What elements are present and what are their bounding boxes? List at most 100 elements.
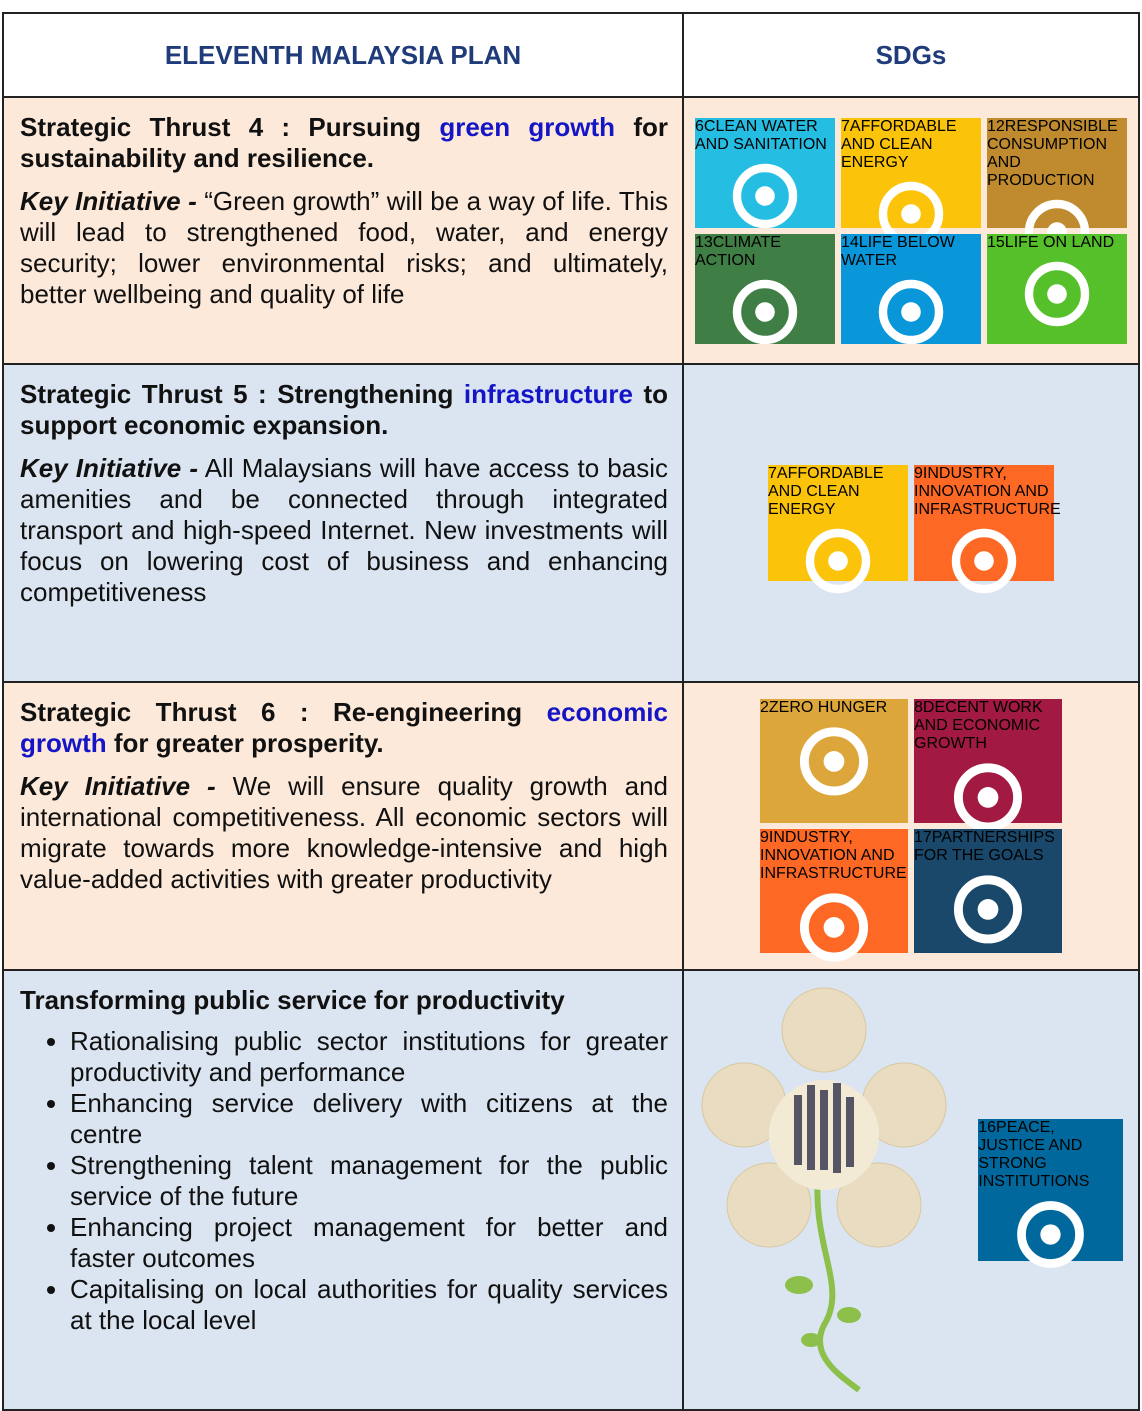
sdg-tile: 17PARTNERSHIPS FOR THE GOALS (914, 829, 1062, 953)
key-initiative-label: Key Initiative - (20, 186, 197, 216)
sdg-label: INDUSTRY, INNOVATION AND INFRASTRUCTURE (760, 829, 907, 882)
key-initiative-text: All Malaysians will have access to basic… (20, 453, 669, 607)
sdg-label: INDUSTRY, INNOVATION AND INFRASTRUCTURE (914, 465, 1061, 518)
plan-table: ELEVENTH MALAYSIA PLAN SDGs Strategic Th… (2, 12, 1140, 1411)
key-initiative-label: Key Initiative - (20, 771, 216, 801)
thrust-highlight: infrastructure (463, 379, 633, 409)
sdg-icon (799, 893, 869, 962)
thrust-text: Strategic Thrust 4 : Pursuing (20, 112, 422, 142)
bullet: Capitalising on local authorities for qu… (70, 1274, 668, 1336)
sdg-number: 16 (978, 1119, 997, 1136)
sdg-label: AFFORDABLE AND CLEAN ENERGY (841, 117, 957, 171)
thrust-highlight: green growth (439, 112, 616, 142)
sdg-icon (732, 279, 798, 344)
header-right: SDGs (682, 12, 1140, 98)
key-initiative-text: We will ensure quality growth and intern… (20, 771, 669, 894)
sdg-number: 6 (695, 117, 704, 135)
sdg-grid: 16PEACE, JUSTICE AND STRONG INSTITUTIONS (978, 1119, 1124, 1268)
sdg-label: PARTNERSHIPS FOR THE GOALS (914, 829, 1055, 864)
bullet: Enhancing service delivery with citizens… (70, 1088, 668, 1150)
public-service-title: Transforming public service for producti… (20, 985, 565, 1015)
sdg-tile: 7AFFORDABLE AND CLEAN ENERGY (841, 117, 981, 246)
sdg-tile: 6CLEAN WATER AND SANITATION (695, 117, 835, 228)
sdg-number: 15 (987, 233, 1005, 251)
sdg-label: PEACE, JUSTICE AND STRONG INSTITUTIONS (978, 1119, 1090, 1190)
sdg-icon (953, 875, 1023, 944)
sdg-label: ZERO HUNGER (768, 699, 888, 716)
thrust: Strategic Thrust 6 : Re-engineering econ… (20, 697, 668, 759)
bullet: Rationalising public sector institutions… (70, 1026, 668, 1088)
thrust-text: to support economic expansion. (20, 379, 668, 440)
sdg-cell: 2ZERO HUNGER 8DECENT WORK AND ECONOMIC GR… (682, 681, 1140, 971)
sdg-icon (1017, 1201, 1085, 1268)
sdg-number: 12 (987, 117, 1005, 135)
sdg-tile: 9INDUSTRY, INNOVATION AND INFRASTRUCTURE (914, 465, 1061, 594)
flower-graphic (701, 987, 947, 1393)
sdg-icon (951, 528, 1017, 594)
plan-cell: Strategic Thrust 5 : Strengthening infra… (2, 363, 684, 683)
row: Strategic Thrust 6 : Re-engineering econ… (2, 681, 1140, 971)
thrust-highlight: economic growth (20, 697, 668, 758)
sdg-icon (805, 528, 871, 594)
sdg-tile: 2ZERO HUNGER (760, 699, 908, 823)
sdg-number: 17 (914, 829, 932, 846)
sdg-grid: 6CLEAN WATER AND SANITATION 7AFFORDABLE A… (684, 117, 1138, 344)
sdg-cell: 6CLEAN WATER AND SANITATION 7AFFORDABLE A… (682, 96, 1140, 365)
thrust-text: Strategic Thrust 6 : Re-engineering (20, 697, 523, 727)
plan-cell: Strategic Thrust 4 : Pursuing green grow… (2, 96, 684, 365)
sdg-number: 14 (841, 233, 859, 251)
thrust-text: for greater prosperity. (113, 728, 384, 758)
sdg-number: 9 (914, 465, 923, 482)
sdg-label: RESPONSIBLE CONSUMPTION AND PRODUCTION (987, 117, 1118, 189)
sdg-icon (953, 763, 1023, 832)
plan-cell: Transforming public service for producti… (2, 969, 684, 1411)
sdg-number: 9 (760, 829, 769, 846)
thrust-text: for sustainability and resilience. (20, 112, 669, 173)
sdg-tile: 8DECENT WORK AND ECONOMIC GROWTH (914, 699, 1062, 832)
sdg-label: CLEAN WATER AND SANITATION (695, 117, 827, 153)
sdg-icon (732, 163, 798, 228)
sdg-number: 13 (695, 233, 713, 251)
plan-cell: Strategic Thrust 6 : Re-engineering econ… (2, 681, 684, 971)
bullet: Enhancing project management for better … (70, 1212, 668, 1274)
sdg-icon (1024, 261, 1090, 326)
row: Strategic Thrust 5 : Strengthening infra… (2, 363, 1140, 683)
sdg-grid: 2ZERO HUNGER 8DECENT WORK AND ECONOMIC GR… (684, 699, 1138, 962)
sdg-label: DECENT WORK AND ECONOMIC GROWTH (914, 699, 1043, 752)
sdg-number: 8 (914, 699, 923, 716)
sdg-cell: 16PEACE, JUSTICE AND STRONG INSTITUTIONS (682, 969, 1140, 1411)
thrust: Strategic Thrust 5 : Strengthening infra… (20, 379, 668, 441)
thrust: Strategic Thrust 4 : Pursuing green grow… (20, 112, 668, 174)
sdg-grid: 7AFFORDABLE AND CLEAN ENERGY 9INDUSTRY, I… (684, 465, 1138, 594)
key-initiative-label: Key Initiative - (20, 453, 199, 483)
sdg-tile: 13CLIMATE ACTION (695, 233, 835, 344)
public-service-graphics: 16PEACE, JUSTICE AND STRONG INSTITUTIONS (684, 980, 1138, 1400)
sdg-number: 7 (768, 465, 777, 482)
sdg-tile: 12RESPONSIBLE CONSUMPTION AND PRODUCTION (987, 117, 1127, 264)
sdg-label: LIFE BELOW WATER (841, 233, 955, 269)
sdg-cell: 7AFFORDABLE AND CLEAN ENERGY 9INDUSTRY, I… (682, 363, 1140, 683)
sdg-number: 2 (760, 699, 769, 716)
sdg-number: 7 (841, 117, 850, 135)
sdg-tile: 9INDUSTRY, INNOVATION AND INFRASTRUCTURE (760, 829, 908, 962)
key-initiative-text: “Green growth” will be a way of life. Th… (20, 186, 669, 309)
sdg-icon (799, 727, 869, 796)
row: Transforming public service for producti… (2, 969, 1140, 1411)
header-left: ELEVENTH MALAYSIA PLAN (2, 12, 684, 98)
key-initiative: Key Initiative - We will ensure quality … (20, 771, 668, 895)
key-initiative: Key Initiative - “Green growth” will be … (20, 186, 668, 310)
row: Strategic Thrust 4 : Pursuing green grow… (2, 96, 1140, 365)
sdg-label: CLIMATE ACTION (695, 233, 781, 269)
sdg-tile: 14LIFE BELOW WATER (841, 233, 981, 344)
sdg-tile: 15LIFE ON LAND (987, 233, 1127, 344)
bullet-list: Rationalising public sector institutions… (20, 1026, 668, 1336)
thrust-text: Strategic Thrust 5 : Strengthening (20, 379, 454, 409)
key-initiative: Key Initiative - All Malaysians will hav… (20, 453, 668, 608)
sdg-label: AFFORDABLE AND CLEAN ENERGY (768, 465, 884, 518)
sdg-icon (878, 279, 944, 344)
header-row: ELEVENTH MALAYSIA PLAN SDGs (2, 12, 1140, 98)
sdg-tile: 16PEACE, JUSTICE AND STRONG INSTITUTIONS (978, 1119, 1124, 1268)
sdg-tile: 7AFFORDABLE AND CLEAN ENERGY (768, 465, 908, 594)
sdg-label: LIFE ON LAND (1004, 233, 1115, 251)
